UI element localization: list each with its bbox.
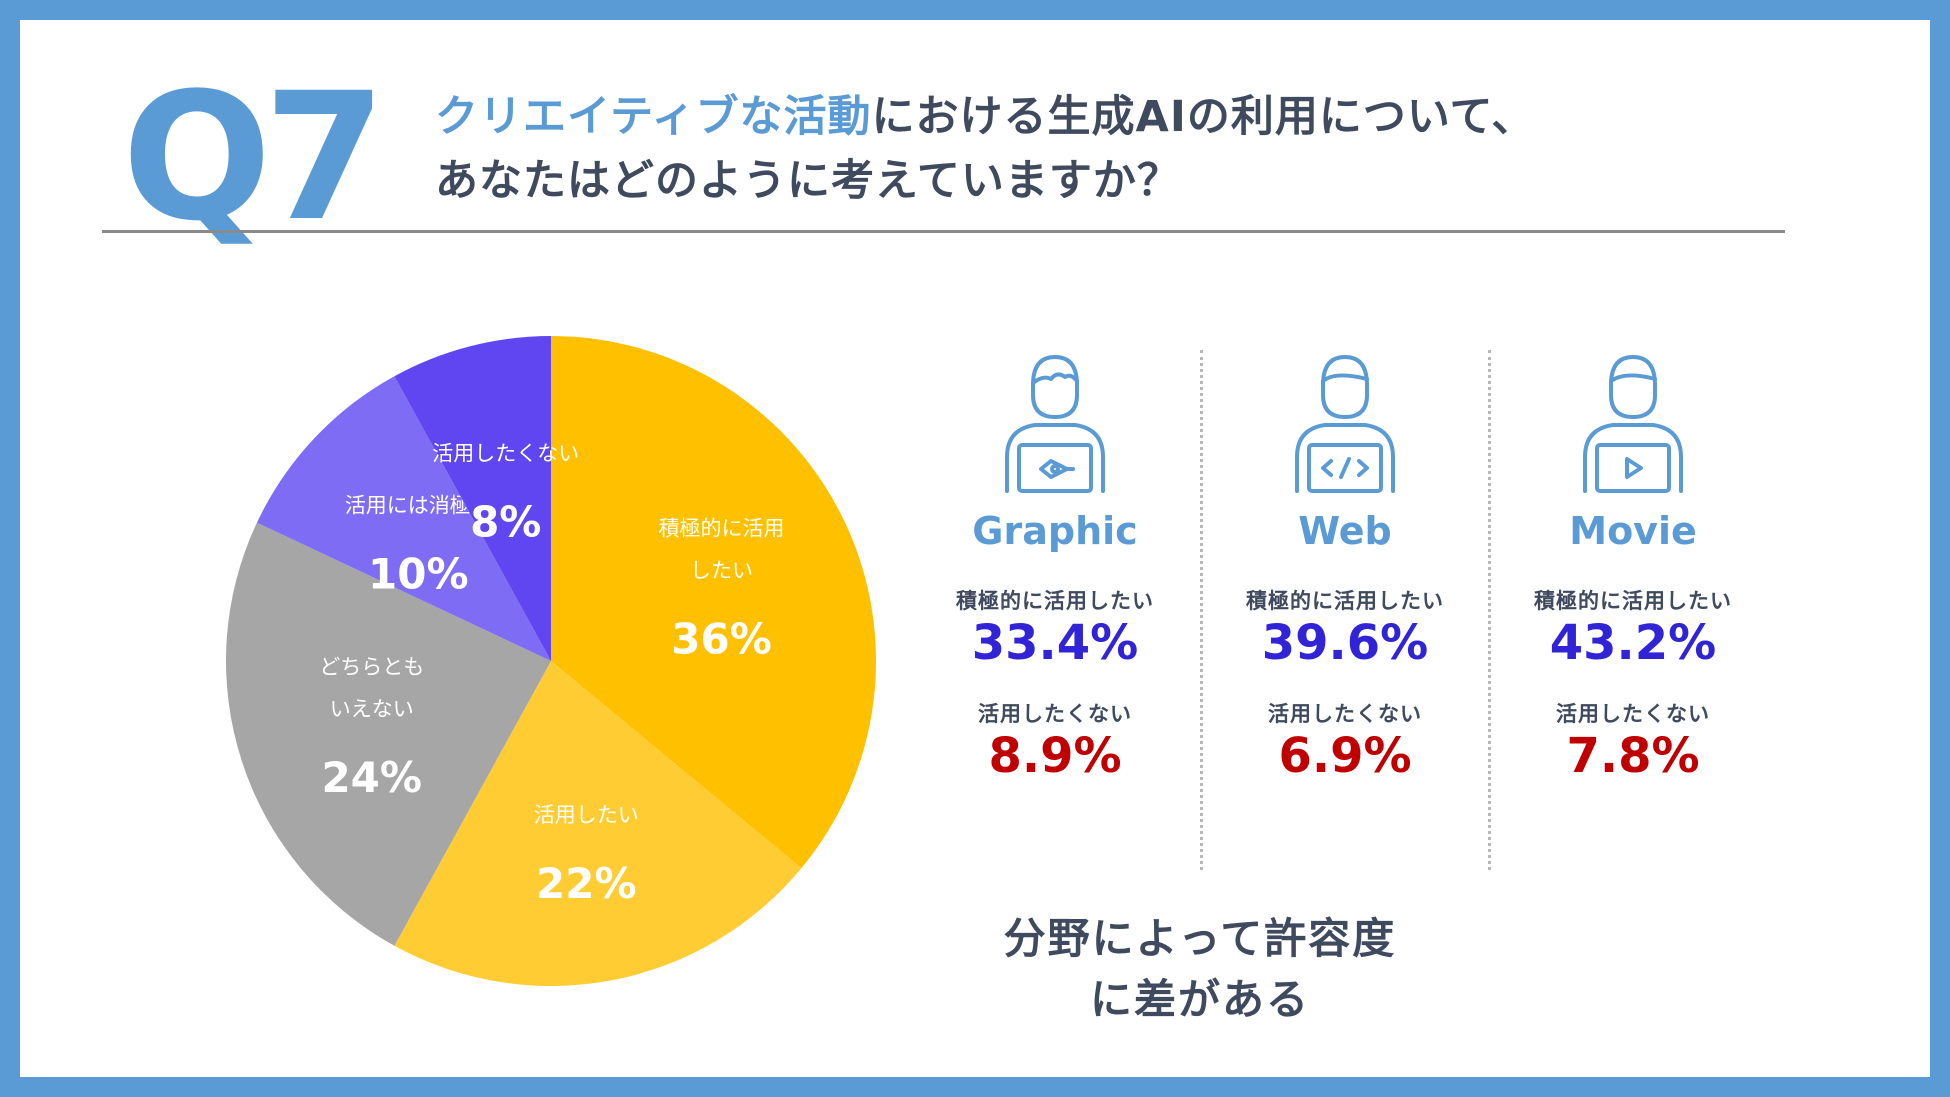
negative-value: 8.9% — [988, 727, 1122, 784]
pie-slice-label: したい — [690, 559, 753, 583]
question-title-line1-rest: における生成AIの利用について、 — [871, 92, 1536, 142]
column-separator — [1488, 350, 1491, 870]
positive-value: 39.6% — [1261, 615, 1429, 671]
negative-label: 活用したくない — [1268, 701, 1422, 726]
field-name: Movie — [1569, 509, 1697, 553]
pie-slice — [256, 376, 551, 661]
question-number: Q7 — [122, 55, 386, 260]
pie-slice-label: 積極的に活用 — [659, 517, 785, 541]
question-title-line2: あなたはどのように考えていますか？ — [435, 156, 1181, 206]
negative-label: 活用したくない — [1556, 701, 1710, 726]
question-title: クリエイティブな活動における生成AIの利用について、 あなたはどのように考えてい… — [435, 85, 1535, 213]
positive-value: 43.2% — [1549, 615, 1717, 671]
pie-slice — [551, 336, 876, 869]
pie-slice-value: 22% — [536, 859, 637, 908]
field-web: Web 積極的に活用したい 39.6% 活用したくない 6.9% — [1220, 345, 1470, 783]
pie-slice-label: 活用したい — [534, 803, 639, 827]
pie-slice-label: どちらとも — [319, 655, 424, 679]
question-title-highlight: クリエイティブな活動 — [435, 92, 872, 142]
graphic-designer-icon — [1005, 355, 1105, 493]
pie-chart: 積極的に活用したい36%活用したい22%どちらともいえない24%活用には消極的1… — [225, 336, 876, 986]
web-developer-icon — [1295, 355, 1395, 493]
title-divider — [102, 230, 1785, 233]
pie-slice-value: 36% — [671, 615, 772, 664]
pie-slice — [225, 522, 551, 946]
field-movie: Movie 積極的に活用したい 43.2% 活用したくない 7.8% — [1508, 345, 1758, 783]
positive-label: 積極的に活用したい — [956, 589, 1154, 613]
pie-slice-label: いえない — [330, 697, 414, 721]
pie-slice-label: 活用したくない — [432, 442, 579, 466]
pie-slice — [394, 336, 551, 661]
conclusion: 分野によって許容度に差がある — [1003, 914, 1397, 1024]
movie-creator-icon — [1583, 355, 1683, 493]
pie-slice-value: 24% — [321, 753, 422, 802]
field-name: Web — [1298, 509, 1392, 553]
pie-slice-value: 10% — [368, 549, 469, 598]
negative-label: 活用したくない — [978, 701, 1132, 726]
positive-value: 33.4% — [971, 615, 1139, 671]
positive-label: 積極的に活用したい — [1534, 589, 1732, 613]
pie-slice-value: 8% — [470, 498, 541, 547]
negative-value: 6.9% — [1278, 727, 1412, 784]
column-separator — [1200, 350, 1203, 870]
field-name: Graphic — [972, 509, 1138, 553]
negative-value: 7.8% — [1566, 727, 1700, 784]
pie-slice — [394, 661, 802, 986]
positive-label: 積極的に活用したい — [1246, 589, 1444, 613]
field-graphic: Graphic 積極的に活用したい 33.4% 活用したくない 8.9% — [930, 345, 1180, 783]
